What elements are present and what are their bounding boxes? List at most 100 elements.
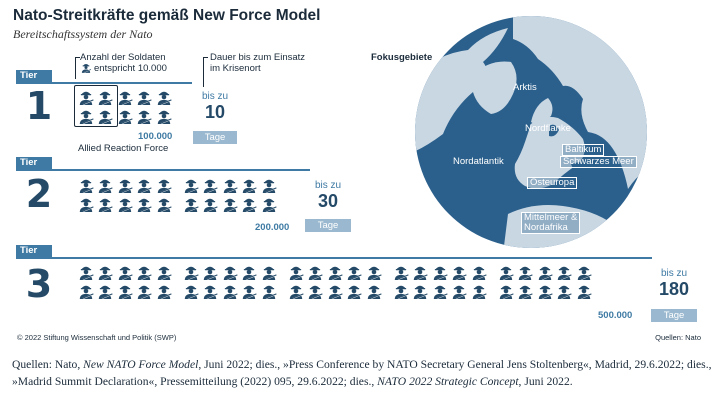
- soldier-icon: [240, 283, 258, 299]
- region-osteuropa: Osteuropa: [527, 177, 578, 189]
- map-title: Fokusgebiete: [371, 52, 433, 63]
- soldier-icon: [536, 283, 554, 299]
- arf-label: Allied Reaction Force: [78, 143, 169, 154]
- tier-2-count: 200.000: [255, 222, 290, 233]
- tier-3-days-prefix: bis zu: [660, 268, 688, 279]
- region-baltikum: Baltikum: [562, 144, 605, 156]
- source-short: Quellen: Nato: [655, 333, 701, 342]
- soldier-icon: [116, 264, 134, 280]
- region-mittelmeer-line1: Mittelmeer &: [524, 212, 578, 223]
- tier-3-days-value: 180: [658, 279, 690, 299]
- soldier-icon: [116, 283, 134, 299]
- region-mittelmeer: Mittelmeer & Nordafrika: [521, 212, 581, 234]
- tier-1-days-unit: Tage: [193, 131, 237, 144]
- tier-1-days-prefix: bis zu: [201, 91, 229, 102]
- legend-bracket-soldiers: [75, 57, 80, 79]
- soldier-icon: [96, 196, 114, 212]
- tier-2-days-box: bis zu 30 Tage: [305, 176, 351, 232]
- soldier-icon: [516, 264, 534, 280]
- soldier-icon: [450, 283, 468, 299]
- soldier-icon: [411, 264, 429, 280]
- soldier-icon: [201, 264, 219, 280]
- tier-2-number: 2: [25, 172, 53, 216]
- soldier-icon: [77, 264, 95, 280]
- soldier-icon: [201, 177, 219, 193]
- landmass-greenland: [473, 61, 517, 114]
- focus-map: [415, 16, 647, 248]
- soldier-icon: [365, 283, 383, 299]
- tier-2-days-unit: Tage: [305, 219, 351, 232]
- soldier-icon: [326, 283, 344, 299]
- soldier-icon: [431, 264, 449, 280]
- copyright: © 2022 Stiftung Wissenschaft und Politik…: [17, 333, 177, 342]
- soldier-icon: [287, 283, 305, 299]
- soldier-icon: [260, 283, 278, 299]
- soldier-icon: [135, 89, 153, 105]
- soldier-icon: [155, 108, 173, 124]
- tier-2-days-value: 30: [317, 191, 339, 211]
- soldier-icon: [155, 89, 173, 105]
- tier-3-tab: Tier: [16, 245, 52, 257]
- tier-3-days-box: bis zu 180 Tage: [651, 264, 697, 322]
- tier-1-tab: Tier: [16, 70, 52, 82]
- soldier-icon: [116, 196, 134, 212]
- soldier-icon: [221, 177, 239, 193]
- soldier-icon: [536, 264, 554, 280]
- landmass-north-america: [415, 28, 508, 154]
- sources-part-5: , Juni 2022.: [518, 375, 573, 388]
- soldier-icon: [221, 196, 239, 212]
- soldier-icon: [182, 177, 200, 193]
- landmass-scandinavia: [531, 98, 553, 126]
- soldier-icon: [201, 196, 219, 212]
- soldier-icon: [287, 264, 305, 280]
- tier-1-count: 100.000: [138, 131, 173, 142]
- soldier-icon: [221, 283, 239, 299]
- soldier-icon: [392, 264, 410, 280]
- soldier-icon: [345, 264, 363, 280]
- sources-part-4: NATO 2022 Strategic Concept: [377, 375, 519, 388]
- tier-3-line: [16, 257, 652, 259]
- legend-soldier-icon: [80, 62, 92, 73]
- sources-text: Quellen: Nato, New NATO Force Model, Jun…: [12, 356, 712, 390]
- sea-mediterranean: [523, 192, 578, 205]
- tier-1-days-value: 10: [204, 102, 226, 122]
- soldier-icon: [575, 264, 593, 280]
- soldier-icon: [392, 283, 410, 299]
- soldier-icon: [77, 283, 95, 299]
- landmass-europe: [514, 116, 585, 189]
- sources-part-1: Quellen: Nato,: [12, 358, 84, 371]
- sea-black: [571, 162, 591, 174]
- soldier-icon: [470, 264, 488, 280]
- legend-duration-line2: im Krisenort: [210, 63, 261, 74]
- soldier-icon: [155, 283, 173, 299]
- tier-1-number: 1: [25, 84, 53, 128]
- sea-baltic: [549, 124, 559, 137]
- region-nordflanke: Nordflanke: [525, 123, 571, 134]
- soldier-icon: [497, 264, 515, 280]
- sources-part-2: New NATO Force Model: [83, 358, 199, 371]
- soldier-icon: [326, 264, 344, 280]
- legend-bracket-duration: [203, 57, 208, 87]
- tier-1-days-box: bis zu 10 Tage: [193, 88, 237, 144]
- soldier-icon: [135, 108, 153, 124]
- soldier-icon: [497, 283, 515, 299]
- soldier-icon: [182, 283, 200, 299]
- soldier-icon: [182, 196, 200, 212]
- soldier-icon: [431, 283, 449, 299]
- soldier-icon: [240, 177, 258, 193]
- tier-2-days-prefix: bis zu: [314, 180, 342, 191]
- soldier-icon: [240, 196, 258, 212]
- soldier-icon: [77, 196, 95, 212]
- soldier-icon: [96, 264, 114, 280]
- chart-subtitle: Bereitschaftssystem der Nato: [13, 27, 153, 41]
- soldier-icon: [77, 89, 95, 105]
- soldier-icon: [77, 177, 95, 193]
- region-arktis: Arktis: [513, 82, 537, 93]
- tier-2-line: [16, 169, 310, 171]
- soldier-icon: [221, 264, 239, 280]
- soldier-icon: [260, 196, 278, 212]
- soldier-icon: [182, 264, 200, 280]
- sources-part-3: , Juni 2022; dies., »Press Conference by…: [12, 358, 712, 388]
- soldier-icon: [96, 108, 114, 124]
- tier-3-days-unit: Tage: [651, 309, 697, 322]
